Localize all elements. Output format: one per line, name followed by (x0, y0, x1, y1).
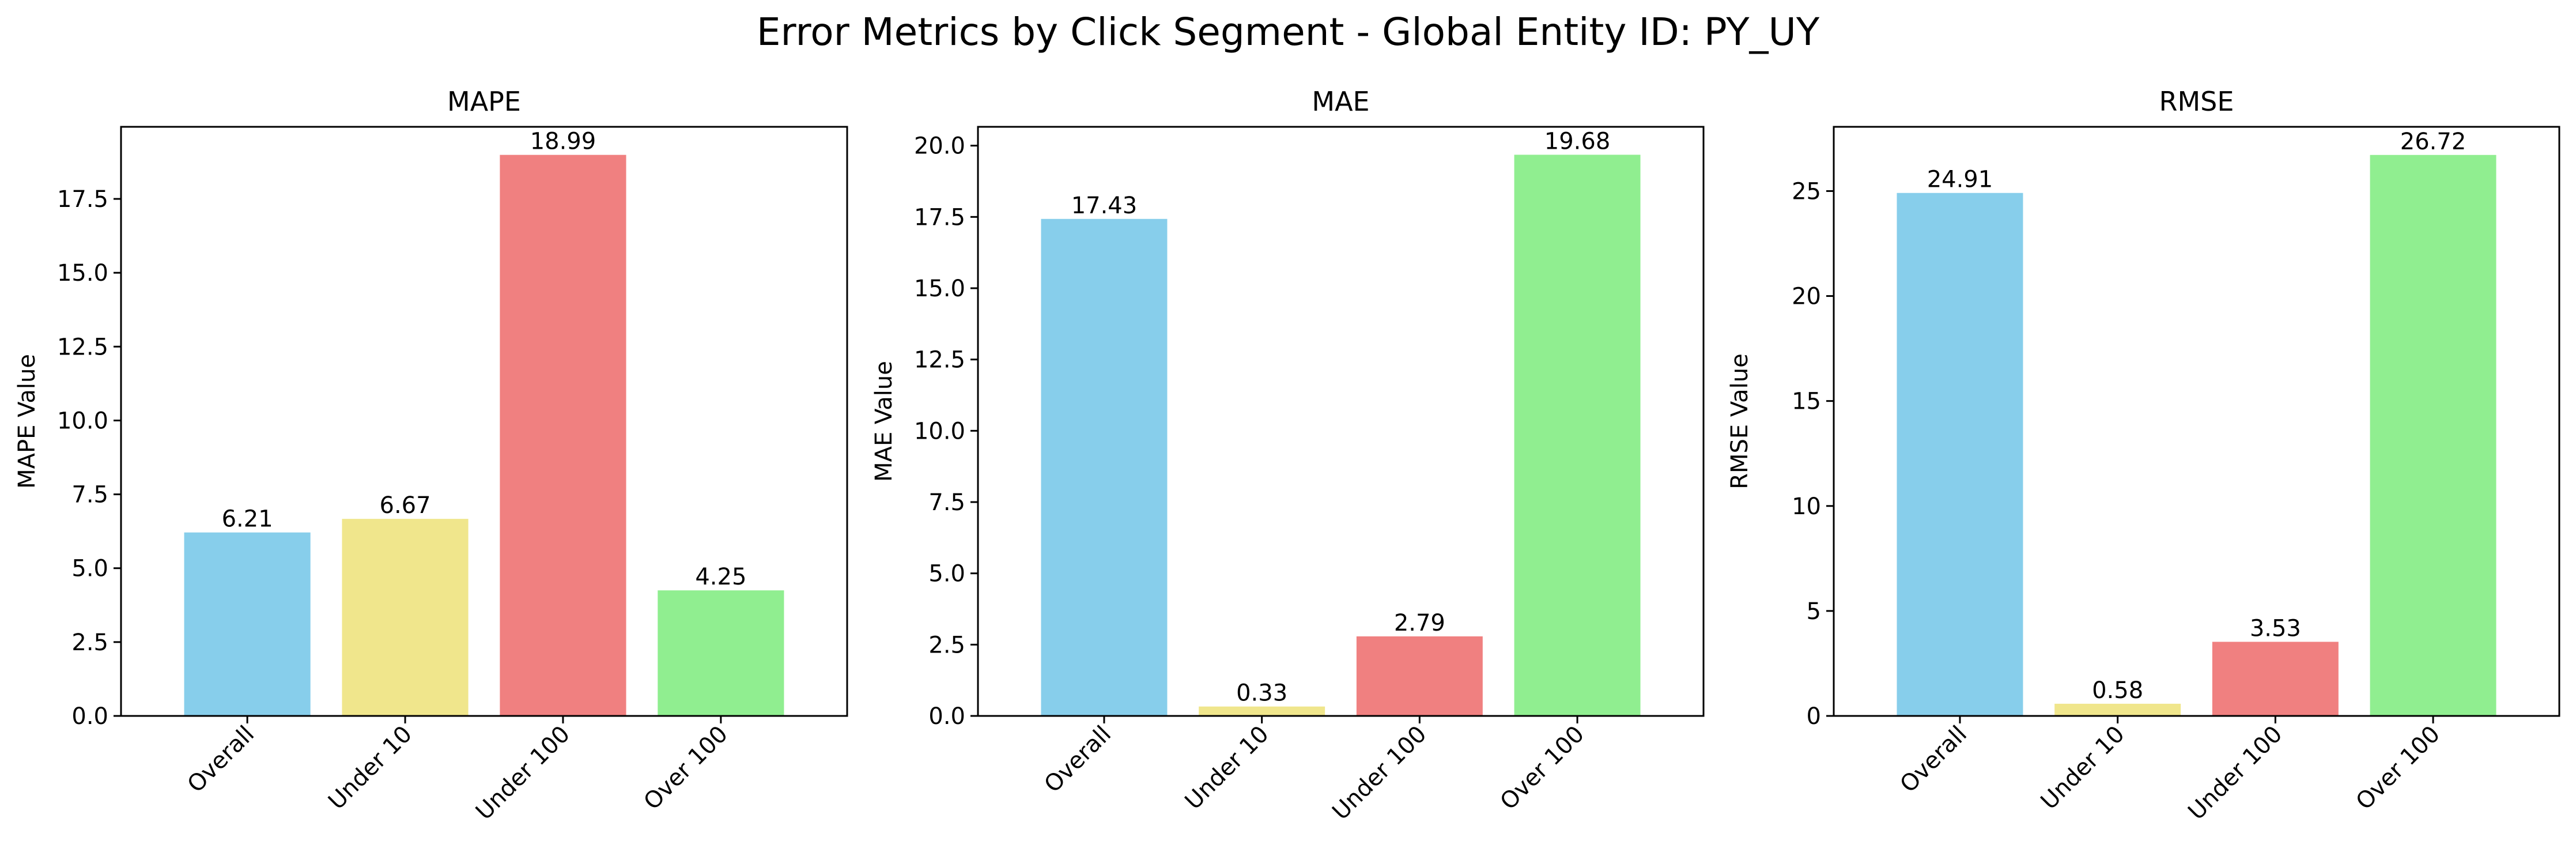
bar-value-label: 17.43 (1071, 193, 1138, 219)
y-tick-label: 17.5 (914, 204, 965, 231)
bar-value-label: 19.68 (1544, 128, 1611, 154)
y-tick-label: 7.5 (71, 482, 108, 508)
y-tick-label: 2.5 (71, 629, 108, 656)
y-tick-label: 10 (1792, 493, 1821, 520)
y-tick-label: 10.0 (914, 418, 965, 444)
bar-over-100 (658, 590, 784, 716)
bar-value-label: 18.99 (530, 129, 596, 155)
panel-title: MAE (1312, 86, 1369, 117)
figure-title: Error Metrics by Click Segment - Global … (757, 10, 1820, 54)
y-tick-label: 5 (1807, 598, 1821, 625)
bar-over-100 (1514, 154, 1641, 716)
bar-value-label: 6.21 (222, 506, 273, 533)
axes-frame (120, 126, 848, 717)
bar-overall (1897, 193, 2023, 717)
bar-value-label: 4.25 (695, 564, 746, 590)
bar-under-100 (2212, 642, 2339, 716)
axes-frame (977, 126, 1705, 717)
bar-under-10 (1199, 706, 1325, 716)
panel-title: MAPE (447, 86, 521, 117)
y-tick-label: 15.0 (57, 260, 108, 286)
y-tick-label: 20.0 (914, 133, 965, 160)
y-tick-label: 12.5 (914, 347, 965, 374)
y-tick-label: 0.0 (71, 703, 108, 730)
bar-overall (1041, 218, 1168, 716)
y-tick-label: 10.0 (57, 408, 108, 434)
y-tick-label: 17.5 (57, 186, 108, 213)
bar-value-label: 3.53 (2250, 615, 2301, 642)
y-tick-label: 0.0 (928, 703, 965, 730)
y-tick-label: 20 (1792, 284, 1821, 310)
bar-value-label: 0.58 (2092, 677, 2143, 704)
bar-over-100 (2370, 154, 2496, 716)
axes-frame (1833, 126, 2560, 717)
y-tick-label: 5.0 (928, 561, 965, 587)
y-tick-label: 5.0 (71, 556, 108, 582)
bar-value-label: 2.79 (1394, 610, 1445, 636)
bar-overall (184, 532, 311, 716)
bar-value-label: 24.91 (1927, 167, 1993, 193)
y-tick-label: 15.0 (914, 276, 965, 302)
y-tick-label: 7.5 (928, 489, 965, 516)
y-axis-label: MAPE Value (14, 354, 40, 489)
bar-value-label: 26.72 (2400, 129, 2467, 155)
y-axis-label: MAE Value (871, 361, 897, 482)
panel-title: RMSE (2159, 86, 2234, 117)
bar-value-label: 0.33 (1236, 680, 1287, 707)
y-tick-label: 0 (1807, 703, 1821, 730)
y-tick-label: 25 (1792, 178, 1821, 205)
bar-under-100 (1356, 636, 1483, 716)
bar-under-10 (2054, 703, 2181, 716)
bar-value-label: 6.67 (380, 492, 431, 519)
bar-under-10 (342, 519, 469, 716)
y-axis-label: RMSE Value (1727, 353, 1753, 489)
y-tick-label: 2.5 (928, 632, 965, 658)
y-tick-label: 15 (1792, 389, 1821, 415)
y-tick-label: 12.5 (57, 334, 108, 360)
bar-under-100 (500, 154, 626, 717)
